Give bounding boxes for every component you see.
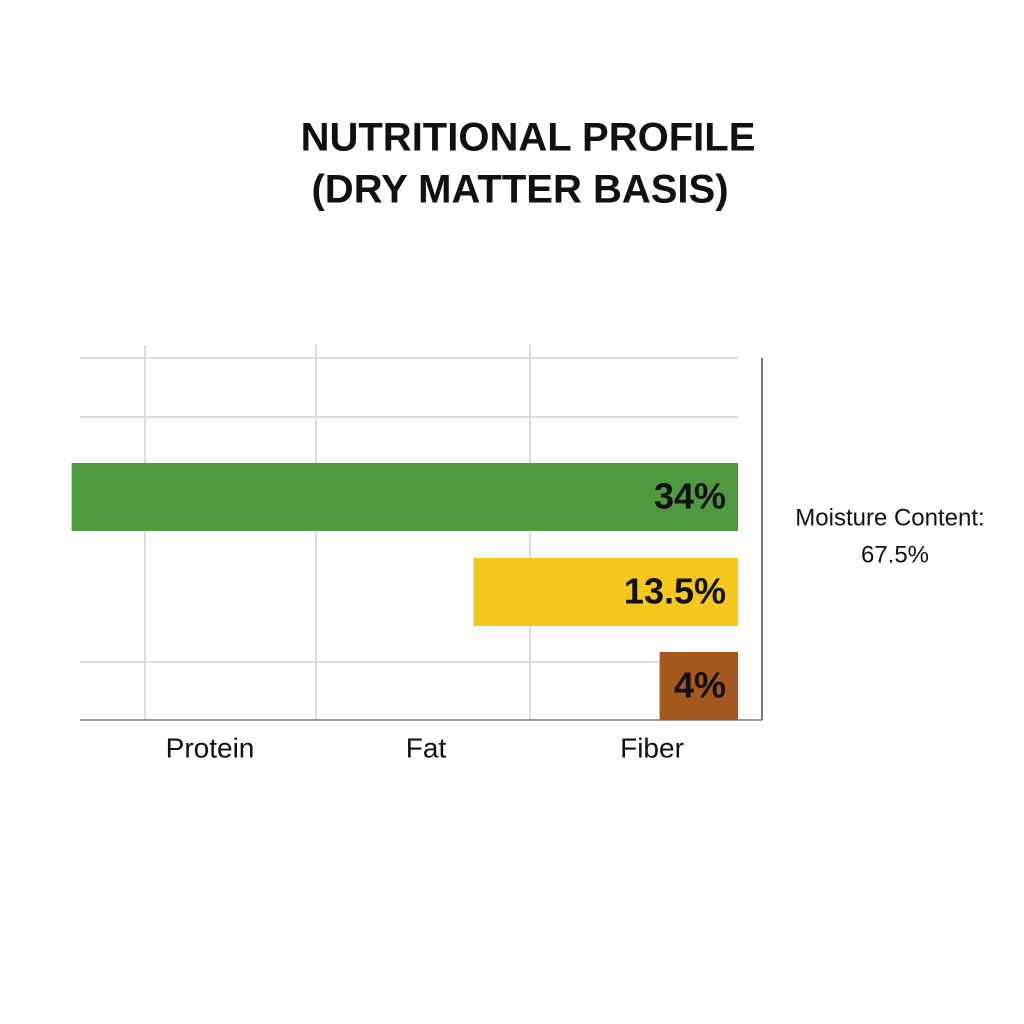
chart-title: NUTRITIONAL PROFILE: [301, 116, 756, 160]
category-label: Fiber: [620, 732, 684, 763]
bar: [659, 652, 738, 720]
value-label: 13.5%: [624, 571, 726, 612]
grid: [80, 345, 738, 720]
chart-title: (DRY MATTER BASIS): [311, 168, 728, 212]
annotation: 67.5%: [861, 541, 929, 568]
category-label: Protein: [166, 732, 255, 763]
category-label: Fat: [406, 732, 447, 763]
value-label: 4%: [674, 665, 726, 706]
value-label: 34%: [654, 476, 726, 517]
bar: [473, 558, 738, 626]
bar: [71, 463, 739, 531]
annotation: Moisture Content:: [795, 504, 984, 531]
